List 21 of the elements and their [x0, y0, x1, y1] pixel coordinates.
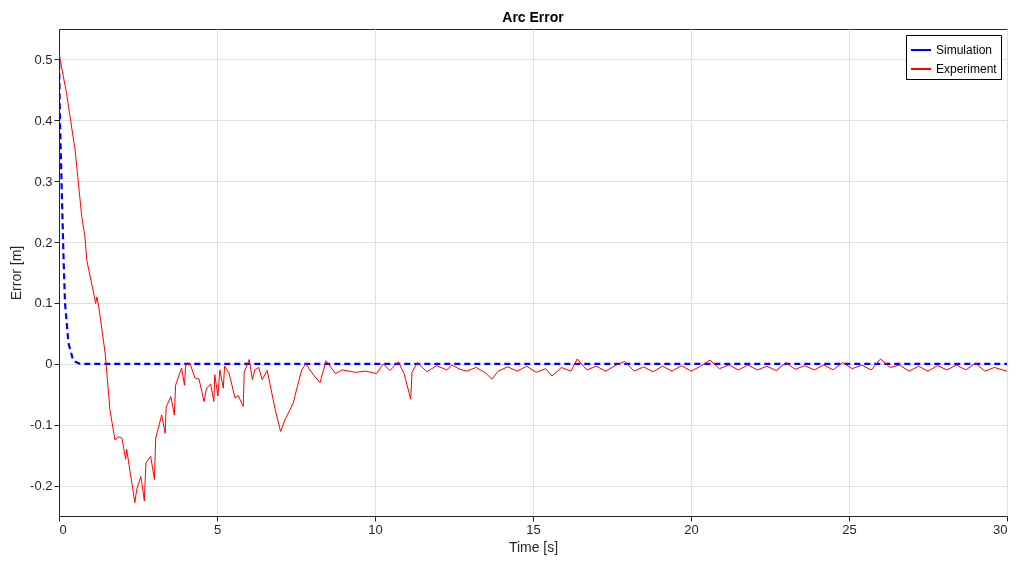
chart-title: Arc Error — [502, 9, 565, 25]
x-tick-label: 10 — [368, 521, 383, 537]
y-tick-label: 0.3 — [34, 173, 53, 189]
y-tick-label: 0.5 — [34, 51, 53, 67]
y-axis-title: Error [m] — [8, 245, 25, 301]
x-tick-label: 0 — [59, 521, 67, 537]
y-tick-label: 0 — [45, 356, 53, 372]
y-tick-label: 0.4 — [34, 112, 53, 128]
x-tick-label: 25 — [842, 521, 857, 537]
y-tick-label: -0.1 — [30, 417, 53, 433]
line-series — [59, 52, 1007, 504]
y-tick-label: 0.1 — [34, 295, 53, 311]
x-tick-label: 20 — [684, 521, 699, 537]
legend-label: Experiment — [936, 62, 998, 76]
x-axis-title: Time [s] — [508, 538, 559, 555]
legend-label: Simulation — [936, 43, 993, 57]
y-tick-label: -0.2 — [30, 478, 53, 494]
y-tick-label: 0.2 — [34, 234, 53, 250]
x-tick-label: 15 — [526, 521, 541, 537]
x-tick-label: 30 — [993, 521, 1008, 537]
x-tick-label: 5 — [213, 521, 222, 537]
